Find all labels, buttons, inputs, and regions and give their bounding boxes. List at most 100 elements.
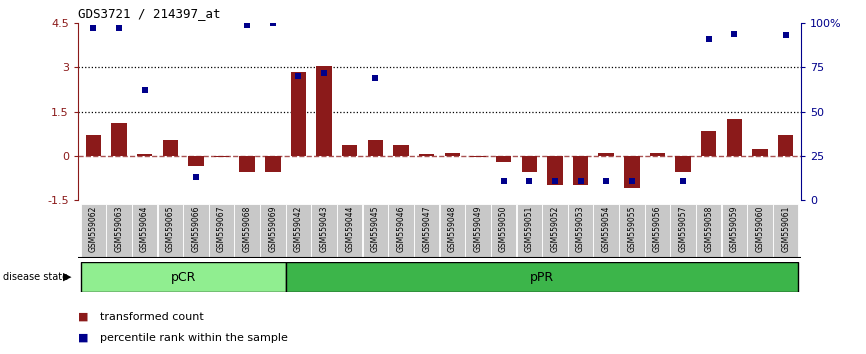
Text: GSM559056: GSM559056 (653, 205, 662, 252)
Bar (727, 119, 742, 156)
FancyBboxPatch shape (209, 204, 234, 258)
Bar (572, 156, 588, 185)
Text: GSM559055: GSM559055 (627, 205, 637, 252)
Text: percentile rank within the sample: percentile rank within the sample (100, 333, 288, 343)
FancyBboxPatch shape (414, 204, 439, 258)
FancyBboxPatch shape (542, 204, 567, 258)
Bar (470, 156, 486, 157)
FancyBboxPatch shape (184, 204, 209, 258)
Bar (137, 154, 152, 156)
Text: pPR: pPR (530, 270, 554, 284)
Text: ■: ■ (78, 333, 88, 343)
Bar (598, 153, 614, 156)
FancyBboxPatch shape (773, 204, 798, 258)
Point (548, 178, 562, 183)
Text: GSM559067: GSM559067 (217, 205, 226, 252)
Bar (650, 153, 665, 156)
FancyBboxPatch shape (465, 204, 491, 258)
FancyBboxPatch shape (81, 262, 286, 292)
Point (189, 174, 203, 180)
FancyBboxPatch shape (363, 204, 388, 258)
Bar (368, 139, 383, 156)
Text: GSM559059: GSM559059 (730, 205, 739, 252)
FancyBboxPatch shape (721, 204, 747, 258)
Point (676, 178, 690, 183)
Text: GSM559063: GSM559063 (114, 205, 124, 252)
Text: GSM559057: GSM559057 (679, 205, 688, 252)
Text: GSM559058: GSM559058 (704, 205, 714, 252)
Point (727, 31, 741, 36)
Point (138, 87, 152, 93)
Text: GSM559062: GSM559062 (89, 205, 98, 252)
Text: GDS3721 / 214397_at: GDS3721 / 214397_at (78, 7, 221, 21)
FancyBboxPatch shape (491, 204, 516, 258)
FancyBboxPatch shape (235, 204, 260, 258)
Bar (419, 154, 435, 156)
Bar (111, 123, 126, 156)
FancyBboxPatch shape (81, 204, 106, 258)
Text: GSM559069: GSM559069 (268, 205, 277, 252)
Point (292, 73, 306, 79)
Bar (547, 156, 563, 185)
Bar (701, 131, 716, 156)
FancyBboxPatch shape (388, 204, 414, 258)
FancyBboxPatch shape (440, 204, 465, 258)
Text: GSM559049: GSM559049 (474, 205, 482, 252)
Text: GSM559050: GSM559050 (499, 205, 508, 252)
Bar (393, 145, 409, 156)
FancyBboxPatch shape (286, 204, 311, 258)
Text: GSM559042: GSM559042 (294, 205, 303, 252)
FancyBboxPatch shape (286, 262, 798, 292)
Text: GSM559060: GSM559060 (755, 205, 765, 252)
Text: GSM559066: GSM559066 (191, 205, 200, 252)
FancyBboxPatch shape (312, 204, 337, 258)
Point (240, 22, 254, 28)
FancyBboxPatch shape (696, 204, 721, 258)
FancyBboxPatch shape (107, 204, 132, 258)
Text: ▶: ▶ (62, 272, 71, 282)
Bar (753, 149, 768, 156)
Point (573, 178, 587, 183)
Point (266, 20, 280, 26)
FancyBboxPatch shape (337, 204, 363, 258)
FancyBboxPatch shape (645, 204, 670, 258)
Bar (778, 135, 793, 156)
Bar (444, 153, 460, 156)
Text: GSM559043: GSM559043 (320, 205, 328, 252)
FancyBboxPatch shape (619, 204, 644, 258)
Text: transformed count: transformed count (100, 312, 204, 322)
Point (625, 178, 639, 183)
FancyBboxPatch shape (593, 204, 619, 258)
Point (317, 70, 331, 75)
Text: GSM559045: GSM559045 (371, 205, 380, 252)
Text: GSM559048: GSM559048 (448, 205, 457, 252)
Bar (265, 156, 281, 172)
Text: disease state: disease state (3, 272, 68, 282)
Bar (521, 156, 537, 172)
Bar (675, 156, 691, 172)
Bar (291, 72, 307, 156)
FancyBboxPatch shape (670, 204, 695, 258)
Point (87, 25, 100, 31)
Bar (624, 156, 639, 188)
FancyBboxPatch shape (516, 204, 542, 258)
Text: pCR: pCR (171, 270, 196, 284)
Text: GSM559054: GSM559054 (602, 205, 611, 252)
FancyBboxPatch shape (158, 204, 183, 258)
Point (112, 25, 126, 31)
Bar (342, 145, 358, 156)
Bar (86, 135, 101, 156)
Text: GSM559046: GSM559046 (397, 205, 405, 252)
Text: GSM559047: GSM559047 (422, 205, 431, 252)
Point (701, 36, 715, 42)
FancyBboxPatch shape (747, 204, 772, 258)
Text: GSM559044: GSM559044 (346, 205, 354, 252)
Point (522, 178, 536, 183)
Bar (163, 139, 178, 156)
Bar (214, 156, 229, 157)
FancyBboxPatch shape (260, 204, 286, 258)
Bar (188, 156, 204, 166)
Point (599, 178, 613, 183)
FancyBboxPatch shape (132, 204, 158, 258)
Text: ■: ■ (78, 312, 88, 322)
